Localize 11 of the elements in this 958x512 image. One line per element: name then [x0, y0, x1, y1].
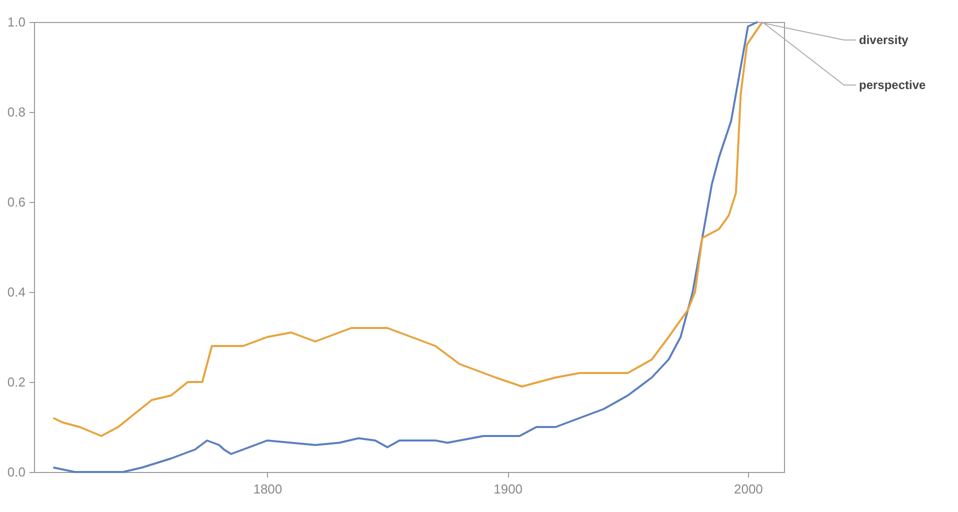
- y-tick-label: 0.2: [7, 374, 26, 390]
- text: diversity: [859, 33, 909, 47]
- y-tick-label: 0.6: [7, 194, 26, 210]
- x-tick-label: 2000: [734, 482, 763, 496]
- y-tick-label: 0.4: [7, 284, 26, 300]
- x-tick-label: 1800: [253, 482, 282, 496]
- y-tick-label: 0.0: [7, 464, 26, 480]
- x-tick-label: 1900: [494, 482, 523, 496]
- y-tick-label: 0.8: [7, 104, 26, 120]
- text: perspective: [859, 78, 926, 92]
- y-tick-label: 1.0: [7, 14, 26, 30]
